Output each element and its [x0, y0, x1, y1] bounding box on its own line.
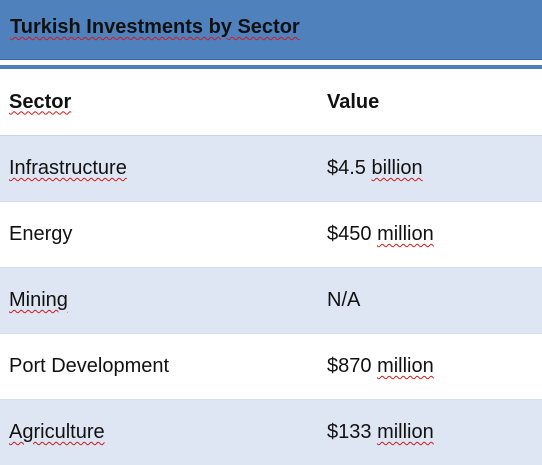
value-amount: $133: [327, 421, 372, 443]
value-cell: $133 million: [318, 399, 542, 465]
header-value: Value: [318, 69, 542, 136]
table-header-row: Sector Value: [0, 69, 542, 136]
sector-name: Energy: [9, 223, 73, 245]
value-cell: N/A: [318, 267, 542, 334]
value-amount: N/A: [327, 289, 361, 311]
sector-cell: Port Development: [0, 333, 318, 400]
sector-cell: Mining: [0, 267, 318, 334]
value-unit: billion: [371, 157, 423, 179]
value-amount: $4.5: [327, 157, 366, 179]
value-unit: million: [377, 355, 434, 377]
table-row: Mining N/A: [0, 267, 542, 334]
table-title: Turkish Investments by Sector: [10, 16, 300, 38]
sector-name: Port Development: [9, 355, 170, 377]
header-sector-label: Sector: [9, 90, 72, 113]
sector-cell: Agriculture: [0, 399, 318, 465]
value-cell: $870 million: [318, 333, 542, 400]
table-row: Port Development $870 million: [0, 333, 542, 400]
header-value-label: Value: [327, 90, 380, 113]
sector-name: Mining: [9, 289, 68, 311]
value-amount: $450: [327, 223, 372, 245]
header-sector: Sector: [0, 69, 318, 136]
value-unit: million: [377, 421, 434, 443]
value-cell: $4.5 billion: [318, 135, 542, 202]
title-bar: Turkish Investments by Sector: [0, 0, 542, 60]
sector-cell: Energy: [0, 201, 318, 268]
sector-name: Infrastructure: [9, 157, 127, 179]
sector-name: Agriculture: [9, 421, 105, 443]
table-row: Infrastructure $4.5 billion: [0, 135, 542, 202]
value-cell: $450 million: [318, 201, 542, 268]
sector-cell: Infrastructure: [0, 135, 318, 202]
value-unit: million: [377, 223, 434, 245]
table-row: Energy $450 million: [0, 201, 542, 268]
value-amount: $870: [327, 355, 372, 377]
title-divider: [0, 65, 542, 69]
table-row: Agriculture $133 million: [0, 399, 542, 465]
investments-table: Sector Value Infrastructure $4.5 billion…: [0, 69, 542, 465]
